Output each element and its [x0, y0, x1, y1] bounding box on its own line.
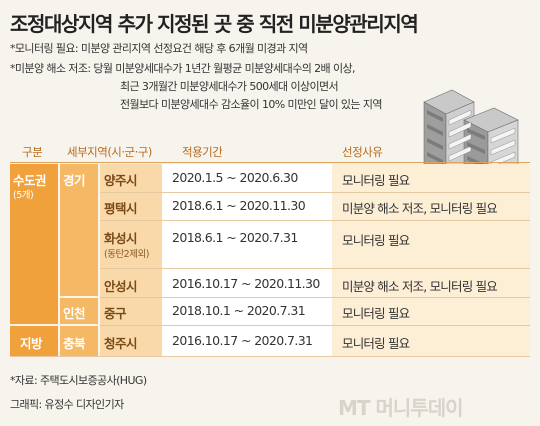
header-category: 구분 [22, 145, 43, 159]
period-value: 2016.10.17 ~ 2020.7.31 [172, 333, 313, 348]
page-title: 조정대상지역 추가 지정된 곳 중 직전 미분양관리지역 [10, 12, 419, 36]
reason-value: 모니터링 필요 [342, 336, 410, 351]
province-gyeonggi-label: 경기 [63, 173, 86, 188]
row-divider [100, 297, 530, 298]
header-divider [10, 162, 530, 163]
table-bottom-line [10, 356, 530, 357]
header-subregion: 세부지역(시·군·구) [67, 145, 152, 159]
city-name: 중구 [104, 306, 127, 321]
city-name: 화성시 [104, 231, 138, 246]
region-local-label: 지방 [20, 336, 43, 351]
province-cell-chungbuk [60, 326, 98, 356]
reason-value: 모니터링 필요 [342, 233, 410, 248]
period-value: 2018.10.1 ~ 2020.7.31 [172, 303, 306, 318]
source-note: *자료: 주택도시보증공사(HUG) [10, 374, 147, 387]
header-period: 적용기간 [182, 145, 223, 159]
reason-value: 모니터링 필요 [342, 173, 410, 188]
region-cell-capital [10, 164, 58, 324]
watermark-logo: MT 머니투데이 [338, 396, 464, 420]
row-divider [100, 192, 530, 193]
region-capital-label: 수도권 [13, 173, 47, 188]
city-name: 안성시 [104, 279, 138, 294]
row-divider [100, 325, 530, 326]
city-name: 양주시 [104, 173, 138, 188]
city-name: 청주시 [104, 336, 138, 351]
province-cell-incheon [60, 298, 98, 324]
row-divider [100, 268, 530, 269]
province-chungbuk-label: 충북 [63, 336, 86, 351]
period-value: 2018.6.1 ~ 2020.11.30 [172, 198, 306, 213]
period-column [162, 164, 332, 356]
reason-value: 미분양 해소 저조, 모니터링 필요 [342, 279, 498, 294]
note-unsold-criteria-3: 전월보다 미분양세대수 감소율이 10% 미만인 달이 있는 지역 [120, 98, 382, 111]
region-capital-count: (5개) [13, 190, 34, 201]
header-reason: 선정사유 [342, 145, 383, 159]
note-unsold-criteria-2: 최근 3개월간 미분양세대수가 500세대 이상이면서 [120, 80, 339, 93]
reason-column [332, 164, 530, 356]
reason-value: 미분양 해소 저조, 모니터링 필요 [342, 201, 498, 216]
city-note: (동탄2제외) [104, 249, 149, 260]
city-name: 평택시 [104, 201, 138, 216]
province-incheon-label: 인천 [63, 306, 86, 321]
period-value: 2016.10.17 ~ 2020.11.30 [172, 276, 320, 291]
period-value: 2018.6.1 ~ 2020.7.31 [172, 230, 298, 245]
row-divider [100, 220, 530, 221]
note-unsold-criteria: *미분양 해소 저조: 당월 미분양세대수가 1년간 월평균 미분양세대수의 2… [10, 62, 355, 75]
graphic-credit: 그래픽: 유정수 디자인기자 [10, 398, 124, 411]
region-cell-local [10, 326, 58, 356]
city-column [100, 164, 162, 356]
note-monitoring: *모니터링 필요: 미분양 관리지역 선정요건 해당 후 6개월 미경과 지역 [10, 42, 308, 55]
province-cell-gyeonggi [60, 164, 98, 296]
reason-value: 모니터링 필요 [342, 306, 410, 321]
period-value: 2020.1.5 ~ 2020.6.30 [172, 170, 298, 185]
